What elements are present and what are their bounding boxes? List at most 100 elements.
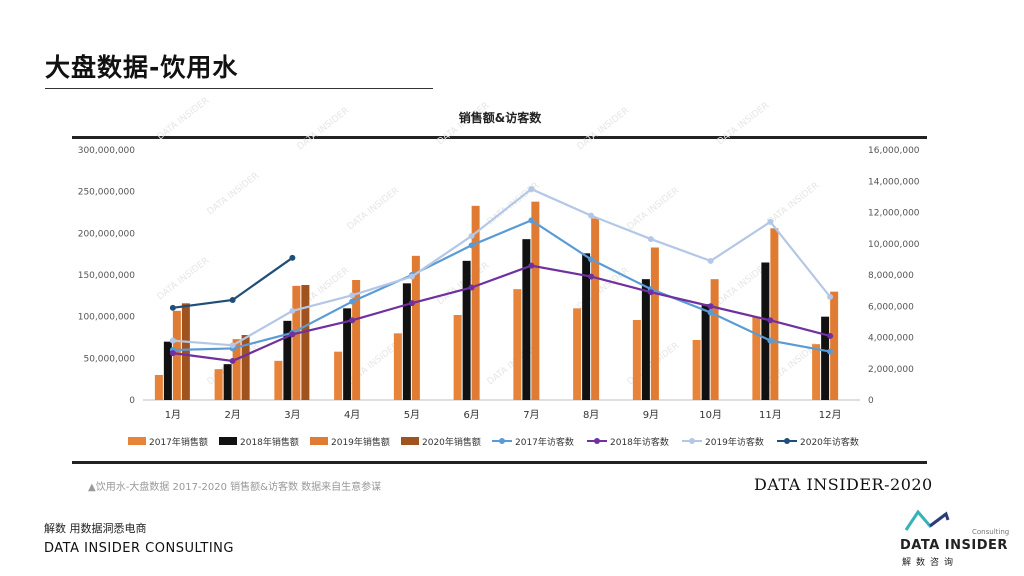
x-tick-label: 5月 xyxy=(404,409,420,421)
footer-slogan: 解数 用数据洞悉电商 xyxy=(44,522,147,535)
logo-wordmark: DATA INSIDER xyxy=(900,538,1008,553)
bar-2018年销售额 xyxy=(402,283,411,400)
legend-label: 2019年销售额 xyxy=(331,436,390,448)
chart-bottom-rule xyxy=(72,461,927,464)
y-left-tick-label: 0 xyxy=(129,396,135,406)
bar-2019年销售额 xyxy=(471,205,480,400)
point-2018年访客数 xyxy=(528,262,535,269)
bar-2017年销售额 xyxy=(214,369,223,400)
x-tick-label: 1月 xyxy=(165,409,181,421)
legend-swatch xyxy=(401,437,419,445)
point-2017年访客数 xyxy=(468,242,475,249)
y-right-tick-label: 4,000,000 xyxy=(868,334,914,344)
legend-swatch-marker xyxy=(689,438,695,444)
x-tick-label: 12月 xyxy=(819,409,842,421)
point-2018年访客数 xyxy=(229,357,236,364)
point-2017年访客数 xyxy=(349,298,356,305)
point-2017年访客数 xyxy=(827,348,834,355)
y-right-tick-label: 14,000,000 xyxy=(868,177,920,187)
point-2019年访客数 xyxy=(588,212,595,219)
bar-2019年销售额 xyxy=(830,291,839,400)
y-right-tick-label: 10,000,000 xyxy=(868,240,920,250)
bar-2018年销售额 xyxy=(821,316,830,400)
point-2017年访客数 xyxy=(588,256,595,263)
y-right-tick-label: 16,000,000 xyxy=(868,146,920,156)
point-2019年访客数 xyxy=(468,232,475,239)
legend-swatch xyxy=(219,437,237,445)
bar-2018年销售额 xyxy=(283,320,292,400)
x-tick-label: 11月 xyxy=(759,409,782,421)
legend-label: 2019年访客数 xyxy=(705,436,764,448)
point-2018年访客数 xyxy=(767,317,774,324)
chart-top-rule xyxy=(72,136,927,139)
bar-2017年销售额 xyxy=(274,360,283,400)
point-2018年访客数 xyxy=(647,289,654,296)
bar-2017年销售额 xyxy=(334,351,343,400)
y-right-tick-label: 2,000,000 xyxy=(868,365,914,375)
logo-subtext: 解数咨询 xyxy=(902,558,959,568)
bar-2019年销售额 xyxy=(591,218,600,400)
point-2018年访客数 xyxy=(349,317,356,324)
bar-2018年销售额 xyxy=(343,308,352,400)
bar-2017年销售额 xyxy=(513,289,522,400)
point-2018年访客数 xyxy=(468,284,475,291)
watermark-text: DATA INSIDER xyxy=(576,106,632,152)
y-right-tick-label: 0 xyxy=(868,396,874,406)
x-tick-label: 4月 xyxy=(344,409,360,421)
x-tick-label: 8月 xyxy=(583,409,599,421)
bar-2019年销售额 xyxy=(292,285,301,400)
bar-2019年销售额 xyxy=(650,247,659,400)
bar-2017年销售额 xyxy=(752,316,761,400)
legend-swatch-marker xyxy=(499,438,505,444)
y-left-tick-label: 50,000,000 xyxy=(83,354,135,364)
bar-2018年销售额 xyxy=(223,364,232,400)
brand-tag: DATA INSIDER-2020 xyxy=(754,475,933,494)
point-2019年访客数 xyxy=(528,186,535,193)
y-left-tick-label: 250,000,000 xyxy=(78,188,136,198)
legend-label: 2017年销售额 xyxy=(149,436,208,448)
bar-2017年销售额 xyxy=(632,320,641,400)
line-2019年访客数 xyxy=(172,187,831,347)
watermark-text: DATA INSIDER xyxy=(156,256,212,302)
watermark-layer: DATA INSIDER DATA INSIDER DATA INSIDER DATA… xyxy=(156,96,822,387)
y-right-tick-label: 6,000,000 xyxy=(868,302,914,312)
page-title: 大盘数据-饮用水 xyxy=(45,53,239,82)
bar-2018年销售额 xyxy=(641,279,650,400)
footer-company: DATA INSIDER CONSULTING xyxy=(44,541,234,556)
point-2018年访客数 xyxy=(588,273,595,280)
watermark-text: DATA INSIDER xyxy=(156,96,212,142)
point-2018年访客数 xyxy=(169,350,176,357)
point-2019年访客数 xyxy=(169,337,176,344)
y-left-tick-label: 150,000,000 xyxy=(78,271,136,281)
watermark-text: DATA INSIDER xyxy=(716,101,772,147)
point-2019年访客数 xyxy=(289,307,296,314)
bar-2017年销售额 xyxy=(692,340,701,400)
point-2019年访客数 xyxy=(707,257,714,264)
x-tick-label: 2月 xyxy=(224,409,240,421)
point-2018年访客数 xyxy=(827,332,834,339)
bar-2020年销售额 xyxy=(301,285,310,400)
point-2020年访客数 xyxy=(169,304,176,311)
point-2018年访客数 xyxy=(707,303,714,310)
line-2018年访客数 xyxy=(172,264,831,363)
chart-caption: ▲饮用水-大盘数据 2017-2020 销售额&访客数 数据来自生意参谋 xyxy=(88,482,382,493)
legend-swatch-marker xyxy=(784,438,790,444)
bar-2019年销售额 xyxy=(352,280,361,400)
bar-2019年销售额 xyxy=(531,201,540,400)
logo-mark-icon xyxy=(904,509,950,531)
bar-2017年销售额 xyxy=(393,333,402,400)
point-2020年访客数 xyxy=(289,254,296,261)
logo-consulting: Consulting xyxy=(972,528,1010,536)
title-rule xyxy=(45,88,433,89)
point-2019年访客数 xyxy=(767,218,774,225)
point-2018年访客数 xyxy=(408,300,415,307)
y-right-tick-label: 12,000,000 xyxy=(868,209,920,219)
x-tick-label: 6月 xyxy=(463,409,479,421)
point-2017年访客数 xyxy=(767,337,774,344)
legend-swatch xyxy=(128,437,146,445)
y-left-tick-label: 200,000,000 xyxy=(78,229,136,239)
point-2020年访客数 xyxy=(229,297,236,303)
legend-label: 2018年访客数 xyxy=(610,436,669,448)
watermark-text: DATA INSIDER xyxy=(626,186,682,232)
bar-2020年销售额 xyxy=(241,335,250,400)
